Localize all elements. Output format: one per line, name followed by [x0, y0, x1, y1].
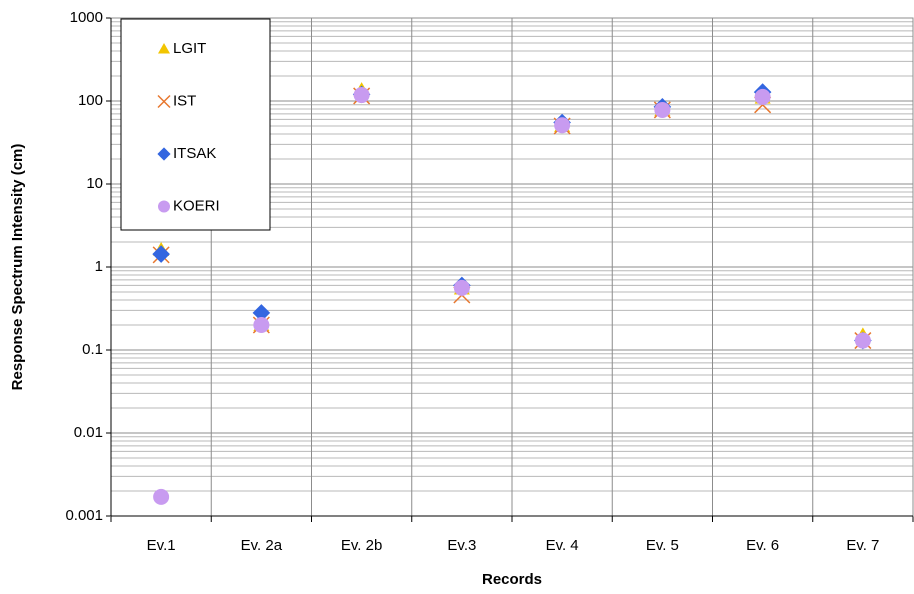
legend-label: LGIT	[173, 40, 206, 57]
legend-marker	[157, 147, 171, 161]
y-tick-label: 0.001	[65, 507, 103, 524]
legend-marker	[157, 94, 171, 109]
point	[353, 87, 370, 104]
x-tick-label: Ev. 4	[546, 537, 579, 554]
legend-label: KOERI	[173, 197, 220, 214]
legend-label: IST	[173, 92, 196, 109]
point	[654, 101, 671, 118]
point	[854, 332, 871, 349]
x-tick-label: Ev. 6	[746, 537, 779, 554]
legend-label: ITSAK	[173, 145, 216, 162]
y-tick-label: 0.01	[74, 424, 103, 441]
y-tick-label: 1000	[70, 9, 103, 26]
point	[152, 245, 170, 263]
point	[754, 88, 771, 105]
legend-marker	[158, 200, 170, 213]
x-tick-label: Ev. 5	[646, 537, 679, 554]
x-tick-label: Ev. 7	[846, 537, 879, 554]
x-tick-label: Ev.1	[147, 537, 176, 554]
point	[153, 488, 170, 505]
x-tick-label: Ev.3	[447, 537, 476, 554]
x-axis-title: Records	[482, 571, 542, 588]
y-tick-label: 100	[78, 92, 103, 109]
y-tick-label: 0.1	[82, 341, 103, 358]
y-tick-label: 10	[86, 175, 103, 192]
legend-box	[120, 18, 271, 231]
y-tick-label: 1	[95, 258, 103, 275]
point	[252, 304, 271, 322]
y-axis-title: Response Spectrum Intensity (cm)	[9, 144, 26, 391]
x-tick-label: Ev. 2a	[241, 537, 283, 554]
point	[253, 317, 270, 334]
point	[554, 117, 571, 134]
legend-marker	[158, 43, 170, 54]
point	[453, 279, 470, 296]
x-tick-label: Ev. 2b	[341, 537, 382, 554]
